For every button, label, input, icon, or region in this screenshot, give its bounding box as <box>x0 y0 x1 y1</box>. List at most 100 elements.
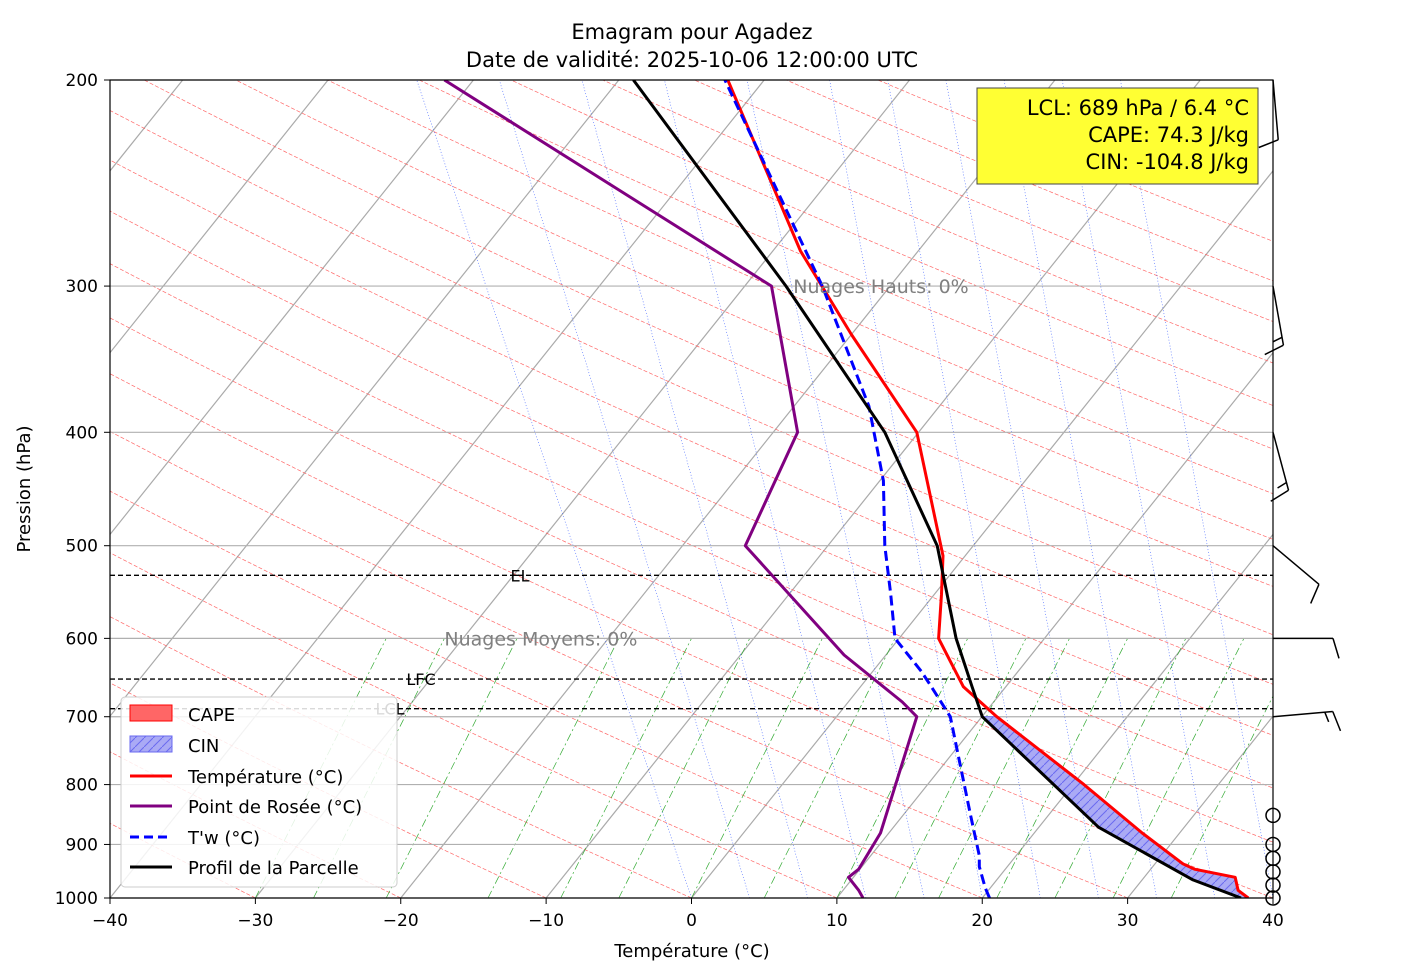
legend: CAPE CIN Température (°C) Point de Rosée… <box>120 696 398 888</box>
x-axis-label: Température (°C) <box>613 941 769 962</box>
mixing-ratio-line <box>894 638 1027 898</box>
moist-adiabat-line <box>664 80 867 898</box>
y-tick-label: 600 <box>66 629 98 649</box>
x-tick-label: 20 <box>971 911 993 931</box>
x-axis: −40 −30 −20 −10 0 10 20 30 40 <box>92 898 1284 931</box>
isotherm-line <box>400 80 1056 898</box>
dewpoint-line <box>443 80 919 898</box>
y-tick-label: 500 <box>66 537 98 557</box>
moist-adiabat-line <box>416 80 692 898</box>
wind-barb-flag <box>1332 711 1342 732</box>
dry-adiabat-line <box>110 552 838 898</box>
temperature-line <box>726 80 1250 898</box>
legend-label-temperature: Température (°C) <box>187 767 343 788</box>
legend-label-tw: T'w (°C) <box>187 828 260 849</box>
y-tick-label: 200 <box>66 71 98 91</box>
wind-barb-half-flag <box>1272 336 1283 343</box>
isotherm-line <box>1272 897 1273 898</box>
cloud-labels: Nuages Hauts: 0% Nuages Moyens: 0% <box>444 276 968 650</box>
legend-frame <box>120 696 398 888</box>
x-tick-label: 10 <box>826 911 848 931</box>
calm-wind-circle <box>1265 877 1281 893</box>
y-tick-label: 800 <box>66 776 98 796</box>
wind-barb-shaft <box>1272 285 1285 346</box>
wind-barb-flag <box>1258 139 1279 149</box>
x-tick-label: −20 <box>383 911 419 931</box>
wind-barb-flag <box>1332 638 1340 659</box>
mixing-ratio-line <box>1170 695 1273 898</box>
mixing-ratio-line <box>938 638 1070 898</box>
dry-adiabat-line <box>110 822 256 898</box>
x-tick-label: −30 <box>237 911 273 931</box>
calm-wind-circle <box>1265 890 1281 906</box>
x-tick-label: 0 <box>686 911 697 931</box>
mixing-ratio-line <box>836 638 969 898</box>
info-box-background <box>976 87 1259 185</box>
mixing-ratio-line <box>560 638 692 898</box>
isotherm-line <box>110 80 474 536</box>
legend-swatch-cape <box>129 704 173 722</box>
isotherm-line <box>110 80 620 718</box>
legend-label-cin: CIN <box>188 736 219 757</box>
cloud-label: Nuages Hauts: 0% <box>793 276 969 298</box>
dry-adiabat-line <box>235 80 1273 540</box>
x-tick-label: 40 <box>1262 911 1284 931</box>
wind-barb <box>1264 285 1285 356</box>
wind-barb <box>1273 637 1340 659</box>
calm-wind-circle <box>1265 864 1281 880</box>
mixing-ratio-line <box>763 638 896 898</box>
mixing-ratio-line <box>385 638 518 898</box>
wind-barb <box>1258 79 1279 149</box>
calm-wind-circle <box>1265 807 1281 824</box>
moist-adiabat-line <box>829 80 983 898</box>
wind-barb-flag <box>1264 344 1284 356</box>
legend-label-dewpoint: Point de Rosée (°C) <box>188 797 362 818</box>
wind-barb-shaft <box>1272 710 1333 718</box>
moist-adiabat-line <box>1061 80 1216 898</box>
chart-subtitle: Date de validité: 2025-10-06 12:00:00 UT… <box>466 48 918 72</box>
y-tick-label: 400 <box>66 423 98 443</box>
wind-barb-half-flag <box>1277 481 1287 489</box>
dry-adiabat-line <box>110 616 692 898</box>
info-cape: CAPE: 74.3 J/kg <box>1088 123 1249 147</box>
moist-adiabat-line <box>581 80 809 898</box>
wind-barb <box>1272 545 1320 604</box>
y-tick-label: 1000 <box>55 889 98 909</box>
wind-barbs <box>1258 79 1342 906</box>
x-tick-label: −10 <box>528 911 564 931</box>
moist-adiabat-line <box>945 80 1099 898</box>
mixing-ratio-line <box>487 638 620 898</box>
wind-barb <box>1272 710 1342 732</box>
y-tick-label: 700 <box>66 708 98 728</box>
wind-barb-shaft <box>1272 79 1279 140</box>
legend-label-parcel: Profil de la Parcelle <box>188 858 359 879</box>
level-label-el: EL <box>510 566 529 585</box>
isotherm-line <box>836 351 1273 898</box>
cloud-label: Nuages Moyens: 0% <box>444 628 637 650</box>
moist-adiabat-line <box>1120 80 1273 898</box>
isotherm-line <box>691 169 1273 898</box>
mixing-ratio-line <box>1112 638 1245 898</box>
dry-adiabat-line <box>419 80 1273 450</box>
series-lines <box>443 80 1250 898</box>
info-cin: CIN: -104.8 J/kg <box>1086 150 1249 174</box>
mixing-ratio-line <box>618 638 751 898</box>
y-tick-label: 300 <box>66 277 98 297</box>
wind-barb-flag <box>1270 489 1289 502</box>
wind-barb-shaft <box>1272 545 1320 585</box>
legend-label-cape: CAPE <box>188 705 235 726</box>
wind-barb-flag <box>1310 583 1320 604</box>
y-axis-label: Pression (hPa) <box>14 425 35 552</box>
info-box: LCL: 689 hPa / 6.4 °C CAPE: 74.3 J/kg CI… <box>976 87 1259 185</box>
dry-adiabat-line <box>510 80 1273 406</box>
x-tick-label: 30 <box>1117 911 1139 931</box>
info-lcl: LCL: 689 hPa / 6.4 °C <box>1027 96 1249 120</box>
wetbulb-line <box>723 80 991 898</box>
dry-adiabat-line <box>143 80 1273 587</box>
mixing-ratio-line <box>1054 638 1187 898</box>
x-tick-label: −40 <box>92 911 128 931</box>
level-label-lfc: LFC <box>406 670 435 689</box>
y-axis: 1000 900 800 700 600 500 400 300 200 <box>55 71 110 909</box>
y-tick-label: 900 <box>66 835 98 855</box>
